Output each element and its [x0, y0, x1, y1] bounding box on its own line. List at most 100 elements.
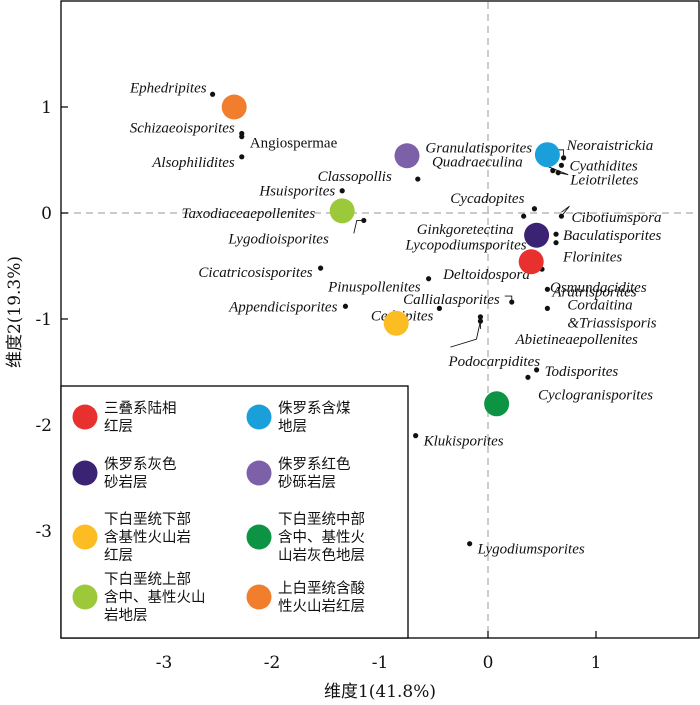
- x-tick-label: 1: [591, 653, 602, 673]
- legend-label: 下白垩统中部含中、基性火山岩灰色地层: [278, 511, 365, 564]
- taxon-label: Todisporites: [545, 364, 619, 380]
- y-tick-label: -2: [35, 416, 52, 436]
- x-tick-label: 0: [483, 653, 494, 673]
- legend-swatch: [72, 460, 98, 486]
- taxon-point: [558, 213, 565, 219]
- taxon-point: [544, 305, 551, 311]
- taxon-label: Pinuspollenites: [327, 280, 421, 296]
- group-marker: [484, 391, 510, 417]
- x-tick-label: -2: [264, 653, 281, 673]
- legend-label: 下白垩统上部含中、基性火山岩地层: [104, 571, 206, 624]
- legend-label: 侏罗系红色砂砾岩层: [278, 456, 351, 491]
- taxon-point: [477, 318, 484, 324]
- taxon-label: Cyclogranisporites: [538, 387, 653, 403]
- taxon-label: Alsophilidites: [151, 155, 235, 171]
- taxon-label: Abietineaepollenites: [514, 332, 638, 348]
- x-tick-label: -3: [156, 653, 173, 673]
- taxon-label: Neoraistrickia: [566, 138, 654, 154]
- group-marker: [518, 249, 544, 275]
- taxon-point: [561, 155, 567, 161]
- taxon-label: Angiospermae: [250, 136, 338, 152]
- taxon-point: [239, 134, 245, 140]
- legend-swatch: [246, 584, 272, 610]
- group-marker: [383, 310, 409, 336]
- taxon-point: [477, 314, 484, 320]
- taxon-point: [550, 168, 556, 174]
- x-axis-title: 维度1(41.8%): [324, 682, 436, 702]
- taxon-label: Aratrisporites: [551, 284, 636, 300]
- taxon-point: [413, 433, 419, 439]
- taxon-point: [415, 176, 421, 182]
- taxon-label: Taxodiaceaepollenites: [182, 206, 316, 222]
- taxon-point: [558, 162, 565, 168]
- taxon-label: Cyathidites: [569, 158, 637, 174]
- legend-box: [60, 385, 409, 639]
- taxon-label: Ginkgoretectina: [417, 222, 514, 238]
- legend-label: 三叠系陆相红层: [104, 400, 177, 435]
- taxon-point: [426, 276, 432, 282]
- taxon-label: Florinites: [562, 250, 622, 266]
- y-axis-title: 维度2(19.3%): [5, 256, 25, 368]
- taxon-label: Deltoidospora: [442, 267, 530, 283]
- taxon-label: Callialasporites: [403, 292, 500, 308]
- group-marker: [394, 143, 420, 169]
- zero-reference-lines: [62, 2, 698, 637]
- taxon-label: Cycadopites: [450, 191, 524, 207]
- y-tick-label: -1: [35, 310, 52, 330]
- x-tick-label: -1: [372, 653, 389, 673]
- taxon-label: Osmundacidites: [550, 280, 647, 296]
- taxon-label: Podocarpidites: [447, 354, 540, 370]
- taxon-point: [553, 240, 559, 246]
- y-tick-label: -3: [35, 522, 52, 542]
- taxon-point: [521, 213, 527, 219]
- legend-label: 下白垩统下部含基性火山岩红层: [104, 511, 191, 564]
- taxon-label: Hsuisporites: [258, 184, 335, 200]
- taxon-label: Cibotiumspora: [571, 210, 661, 226]
- taxon-label: Lygodiumsporites: [477, 542, 585, 558]
- taxon-point: [318, 265, 324, 271]
- taxon-point: [467, 541, 473, 547]
- taxon-label: Schizaeoisporites: [130, 121, 235, 137]
- taxon-label: Classopollis: [318, 169, 392, 185]
- axis-ticks: -3 -2 -1 0 1 1 0 -1 -2 -3: [35, 98, 601, 673]
- taxon-point: [553, 231, 559, 237]
- taxon-point: [239, 154, 245, 160]
- group-marker: [329, 198, 355, 224]
- taxon-label: Lygodioisporites: [227, 231, 329, 247]
- taxon-point: [339, 188, 345, 194]
- legend-swatch: [246, 404, 272, 430]
- taxon-point: [509, 299, 515, 305]
- taxon-point: [534, 367, 540, 373]
- taxon-points: [210, 91, 567, 547]
- taxon-label: Baculatisporites: [563, 228, 661, 244]
- legend-label: 上白垩统含酸性火山岩红层: [278, 580, 365, 615]
- taxon-label: Quadraeculina: [432, 155, 523, 171]
- taxon-labels: Ephedripites Schizaeoisporites Angiosperma…: [129, 80, 662, 557]
- taxon-point: [525, 374, 531, 380]
- taxon-point: [436, 305, 442, 311]
- group-marker: [524, 222, 550, 248]
- legend-label: 侏罗系含煤地层: [278, 400, 351, 435]
- taxon-label: Klukisporites: [423, 434, 504, 450]
- taxon-label: Appendicisporites: [228, 299, 337, 315]
- y-tick-label: 0: [41, 204, 52, 224]
- group-marker: [534, 142, 560, 168]
- group-marker: [221, 94, 247, 120]
- taxon-point: [361, 217, 367, 224]
- taxon-label: Cordaitina: [567, 297, 632, 313]
- taxon-point: [531, 206, 538, 212]
- taxon-label: Cicatricosisporites: [198, 265, 312, 281]
- group-markers: [221, 94, 560, 417]
- taxon-label: &Triassisporis: [567, 315, 656, 331]
- taxon-point: [210, 91, 216, 97]
- legend-swatch: [72, 524, 98, 550]
- taxon-label: Leiotriletes: [569, 173, 638, 189]
- legend-swatch: [72, 404, 98, 430]
- taxon-label: Granulatisporites: [425, 141, 532, 157]
- taxon-label: Ephedripites: [129, 80, 207, 96]
- taxon-point: [544, 286, 551, 292]
- legend-swatch: [72, 584, 98, 610]
- label-leader-line: [561, 205, 570, 217]
